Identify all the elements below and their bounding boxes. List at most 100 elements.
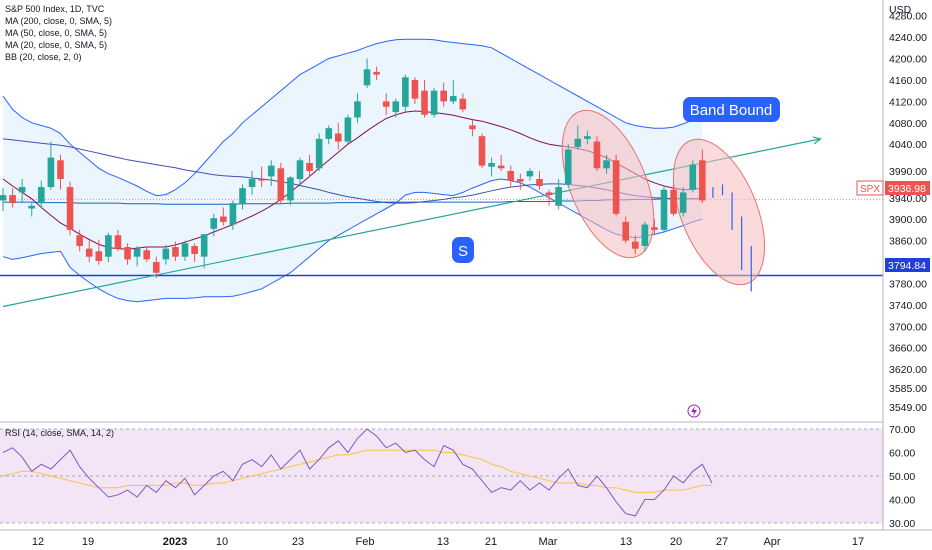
price-pane[interactable] <box>0 38 883 308</box>
s-annotation[interactable]: S <box>452 237 474 263</box>
bollinger-band-fill <box>3 39 703 302</box>
candle-body <box>38 187 45 204</box>
candle-body <box>239 188 246 205</box>
candle-body <box>95 251 103 261</box>
candle-body <box>699 160 706 201</box>
candle-body <box>593 141 601 169</box>
candle-body <box>267 165 275 177</box>
candle-body <box>105 235 112 257</box>
time-tick-label: 19 <box>82 536 94 548</box>
candle-body <box>631 241 639 249</box>
candle-body <box>296 160 304 180</box>
band-bound-label: Band Bound <box>690 102 773 119</box>
legend-ma50[interactable]: MA (50, close, 0, SMA, 5) <box>5 28 107 38</box>
price-tick-label: 3740.00 <box>889 300 927 312</box>
candle-body <box>660 189 668 230</box>
candle-body <box>28 205 36 209</box>
price-tick-label: 3990.00 <box>889 166 927 178</box>
time-tick-label: 13 <box>437 536 449 548</box>
candle-body <box>517 179 524 182</box>
candle-body <box>210 218 218 229</box>
candle-body <box>459 98 467 110</box>
rsi-panel-background <box>0 429 883 523</box>
candle-body <box>584 136 591 139</box>
candle-body <box>248 179 256 188</box>
candle-body <box>622 221 629 241</box>
rsi-pane[interactable] <box>0 428 883 524</box>
rsi-ma-line <box>2 449 712 493</box>
candle-body <box>430 90 438 115</box>
candle-body <box>363 69 371 86</box>
rsi-line <box>2 428 713 517</box>
price-tick-label: 3700.00 <box>889 321 927 333</box>
s-label: S <box>458 243 468 260</box>
rsi-tick-label: 70.00 <box>889 424 915 436</box>
candle-body <box>373 71 380 75</box>
candle-body <box>76 235 83 246</box>
candle-body <box>488 162 495 167</box>
candle-body <box>354 101 361 118</box>
price-tick-label: 4080.00 <box>889 118 927 130</box>
price-tick-label: 4040.00 <box>889 139 927 151</box>
candle-body <box>258 179 265 181</box>
candle-body <box>287 177 294 201</box>
legend-bb[interactable]: BB (20, close, 2, 0) <box>5 52 82 62</box>
price-tick-label: 4200.00 <box>889 54 927 66</box>
time-tick-label: 12 <box>32 536 44 548</box>
candle-body <box>603 160 610 169</box>
candle-body <box>191 245 198 254</box>
candle-body <box>344 117 352 142</box>
candle-body <box>66 187 74 230</box>
price-tick-label: 3860.00 <box>889 236 927 248</box>
candle-body <box>440 90 447 102</box>
legend-ma200[interactable]: MA (200, close, 0, SMA, 5) <box>5 16 112 26</box>
time-tick-label: 10 <box>216 536 228 548</box>
time-tick-label: Apr <box>763 536 780 548</box>
price-tick-label: 3549.00 <box>889 402 927 414</box>
candle-body <box>469 125 476 130</box>
time-tick-label: Mar <box>539 536 558 548</box>
symbol-badge: SPX <box>856 180 884 196</box>
candle-body <box>382 101 390 107</box>
candle-body <box>124 247 131 260</box>
candle-body <box>402 77 409 107</box>
svg-text:3794.84: 3794.84 <box>888 260 926 272</box>
band-bound-annotation[interactable]: Band Bound <box>683 97 780 122</box>
legend-title[interactable]: S&P 500 Index, 1D, TVC <box>5 4 105 14</box>
rsi-tick-label: 30.00 <box>889 518 915 530</box>
time-tick-label: 13 <box>620 536 632 548</box>
candle-body <box>133 248 141 257</box>
candle-body <box>670 189 677 214</box>
candle-body <box>9 195 16 204</box>
candle-body <box>57 160 64 180</box>
time-tick-label: 17 <box>852 536 864 548</box>
candle-body <box>421 90 428 115</box>
candle-body <box>497 165 505 169</box>
candle-body <box>335 133 342 142</box>
legend: S&P 500 Index, 1D, TVC MA (200, close, 0… <box>5 4 114 438</box>
time-tick-label: 20 <box>670 536 682 548</box>
candle-body <box>47 157 55 188</box>
candle-body <box>152 262 160 273</box>
time-tick-label: 23 <box>292 536 304 548</box>
price-tick-label: 4280.00 <box>889 11 927 23</box>
rsi-legend[interactable]: RSI (14, close, SMA, 14, 2) <box>5 428 114 438</box>
candle-body <box>555 187 562 206</box>
candle-body <box>181 243 189 257</box>
candle-body <box>478 136 486 166</box>
trend-arrowhead <box>812 136 822 145</box>
price-tick-label: 3780.00 <box>889 278 927 290</box>
price-tick-label: 3620.00 <box>889 364 927 376</box>
rsi-tick-label: 60.00 <box>889 448 915 460</box>
lightning-icon[interactable] <box>687 404 701 418</box>
time-tick-label: 21 <box>485 536 497 548</box>
bb-upper-line <box>2 38 703 197</box>
candle-body <box>526 171 534 177</box>
currency-label: USD <box>889 4 912 16</box>
legend-ma20[interactable]: MA (20, close, 0, SMA, 5) <box>5 40 107 50</box>
highlight-ellipse-1 <box>561 109 655 259</box>
rsi-tick-label: 40.00 <box>889 494 915 506</box>
